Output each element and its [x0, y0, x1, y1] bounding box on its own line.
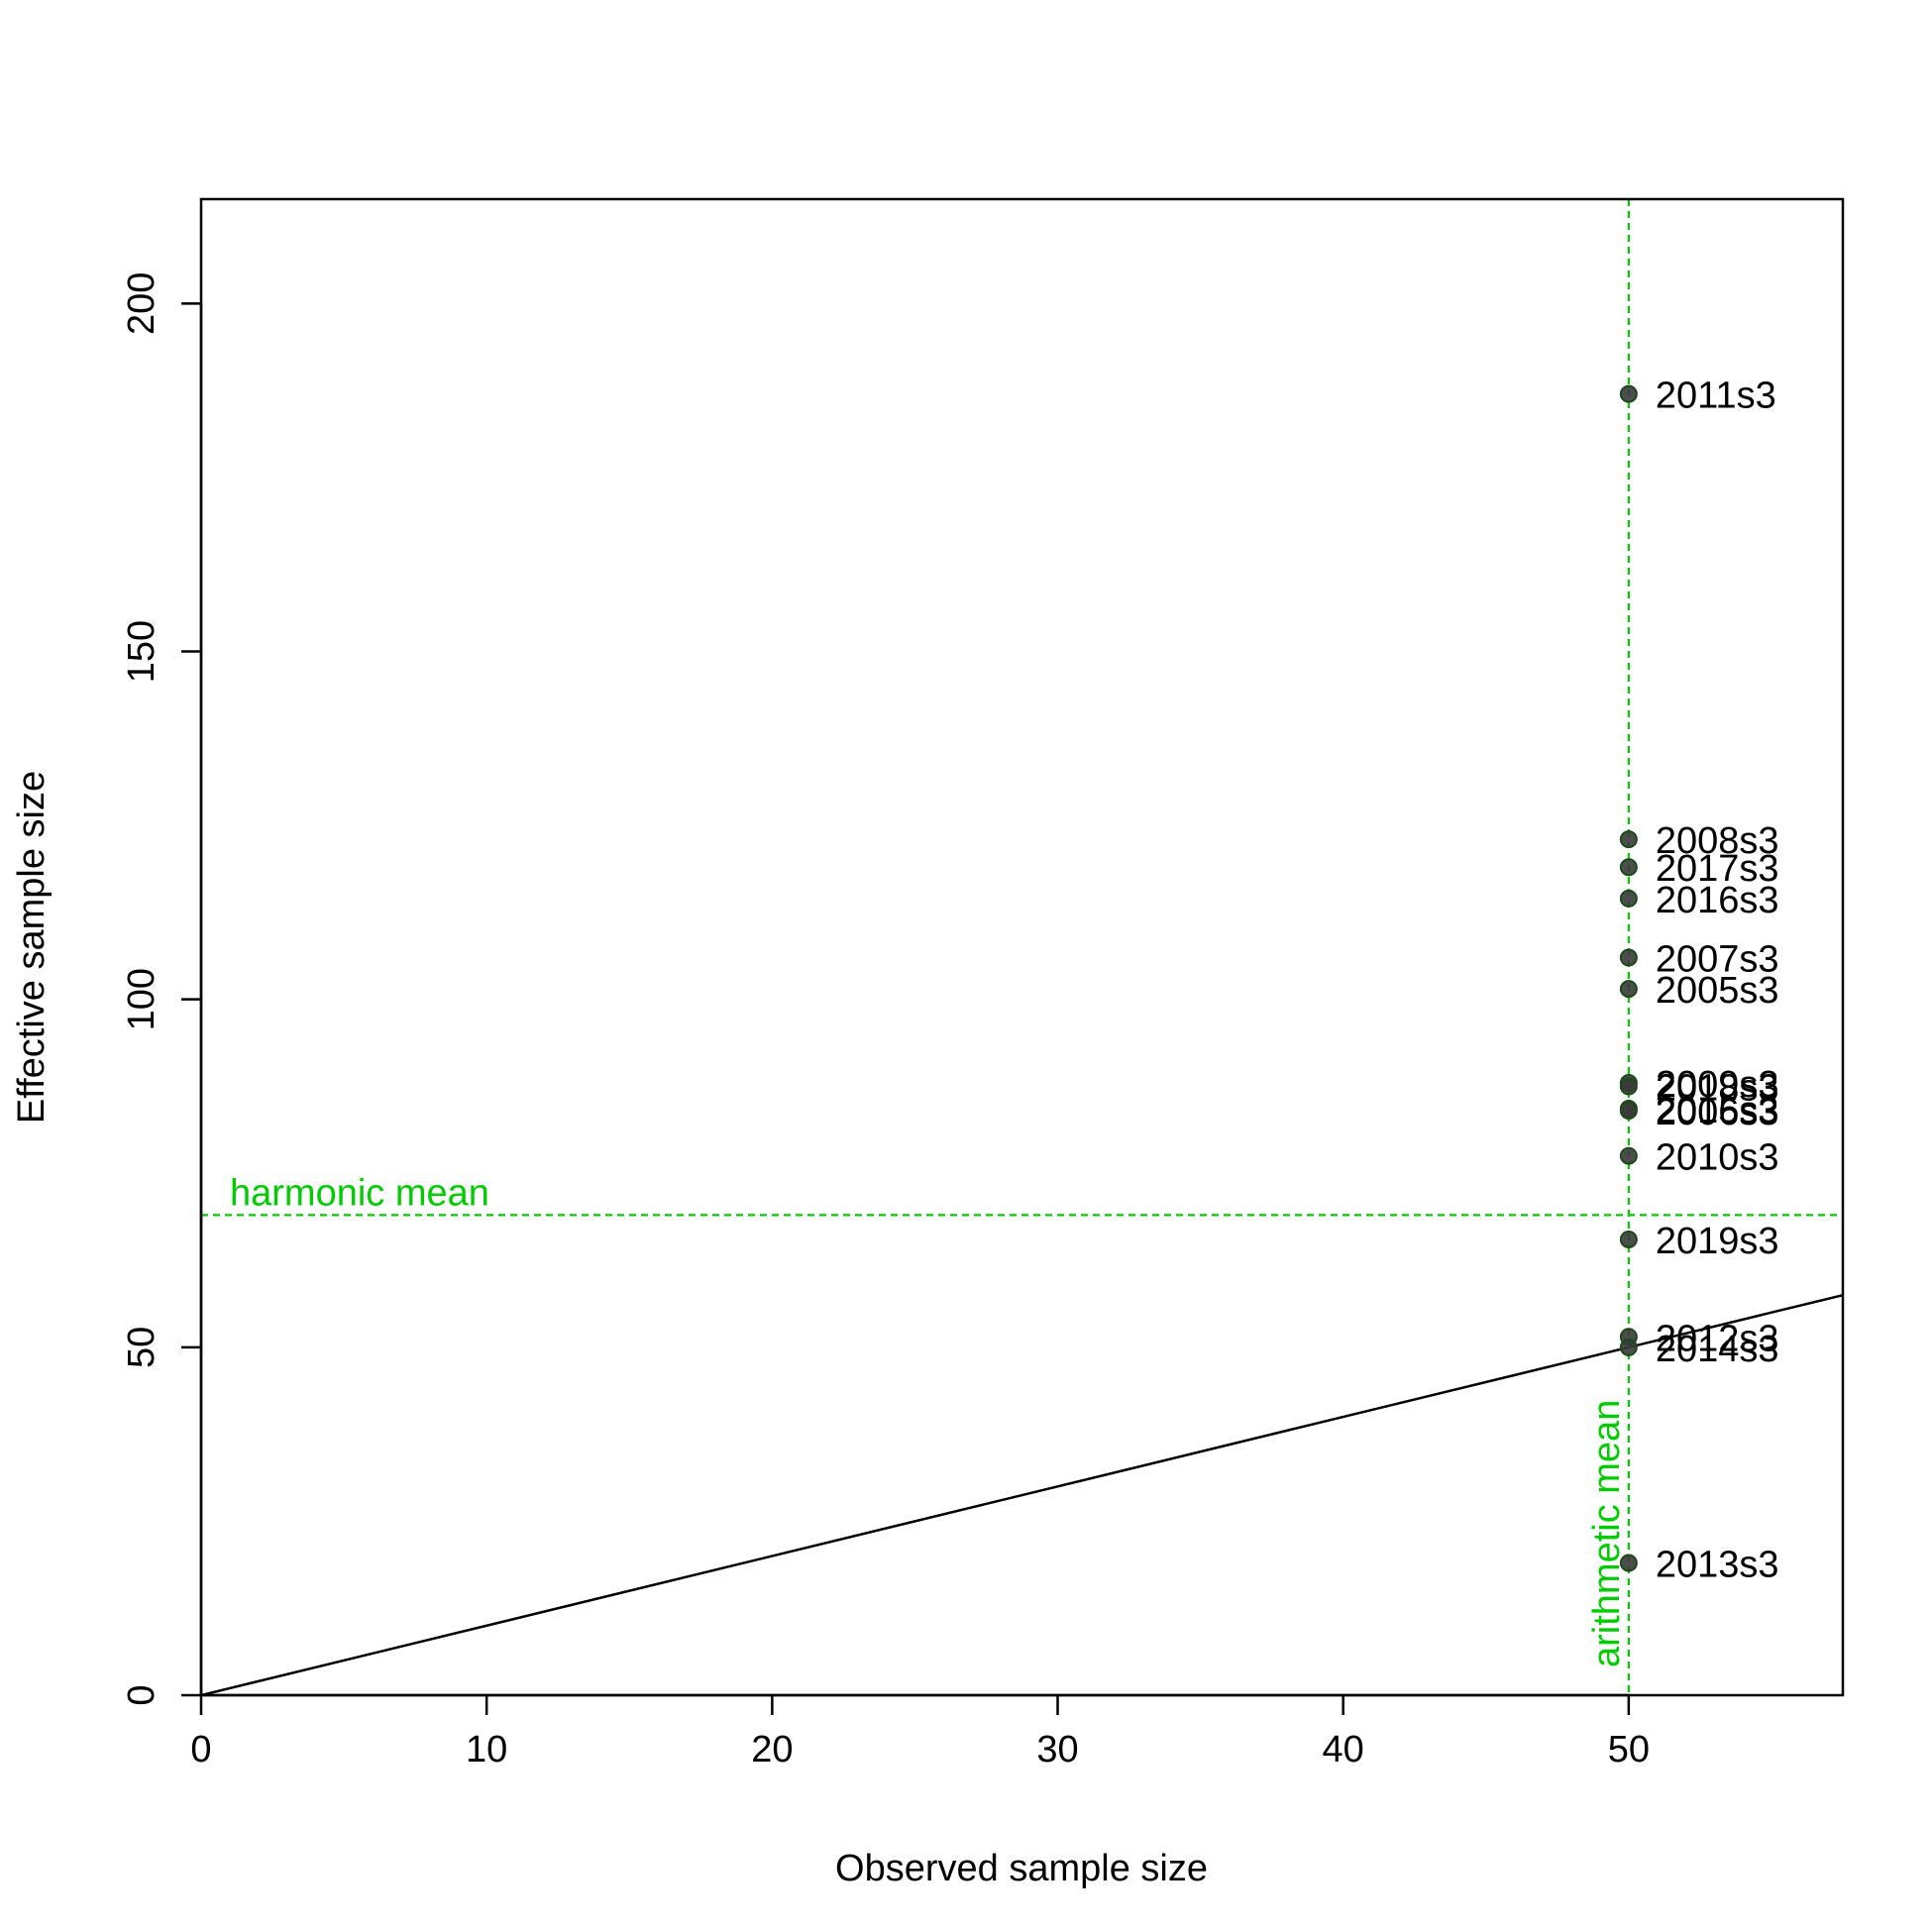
point-label-2008s3: 2008s3 — [1656, 820, 1779, 862]
point-label-2014s3: 2014s3 — [1656, 1329, 1779, 1370]
point-label-2015s3: 2015s3 — [1656, 1090, 1779, 1131]
data-point-2013s3 — [1619, 1554, 1638, 1572]
point-label-2009s3: 2009s3 — [1656, 1064, 1779, 1106]
point-label-2011s3: 2011s3 — [1656, 376, 1776, 417]
point-label-2010s3: 2010s3 — [1656, 1137, 1779, 1179]
x-tick-label-0: 0 — [190, 1729, 211, 1771]
data-point-2010s3 — [1619, 1146, 1638, 1165]
y-tick-label-150: 150 — [121, 620, 162, 683]
y-tick-label-200: 200 — [121, 272, 162, 335]
data-point-2019s3 — [1619, 1230, 1638, 1248]
point-label-2005s3: 2005s3 — [1656, 970, 1779, 1012]
data-point-2016s3 — [1619, 889, 1638, 908]
x-tick-label-10: 10 — [466, 1729, 507, 1771]
data-point-2008s3 — [1619, 830, 1638, 849]
data-point-2006s3 — [1619, 1102, 1638, 1121]
arithmetic-mean-label: arithmetic mean — [1586, 1400, 1628, 1667]
point-label-2017s3: 2017s3 — [1656, 848, 1779, 890]
x-tick-label-20: 20 — [751, 1729, 793, 1771]
data-point-2011s3 — [1619, 384, 1638, 403]
point-label-2018s3: 2018s3 — [1656, 1067, 1779, 1109]
data-point-2018s3 — [1619, 1077, 1638, 1096]
y-tick-label-50: 50 — [121, 1327, 162, 1368]
y-axis: 0 50 100 150 200 — [121, 272, 203, 1706]
point-label-2016s3: 2016s3 — [1656, 880, 1779, 921]
data-point-2017s3 — [1619, 858, 1638, 877]
x-tick-label-50: 50 — [1608, 1729, 1650, 1771]
x-axis: 0 10 20 30 40 50 — [190, 1693, 1650, 1771]
point-label-2006s3: 2006s3 — [1656, 1092, 1779, 1133]
harmonic-mean-label: harmonic mean — [230, 1172, 489, 1214]
y-axis-label: Effective sample size — [11, 771, 53, 1124]
y-tick-label-100: 100 — [121, 968, 162, 1030]
x-axis-label: Observed sample size — [835, 1848, 1208, 1889]
x-tick-label-40: 40 — [1323, 1729, 1364, 1771]
data-point-2007s3 — [1619, 948, 1638, 967]
point-label-2007s3: 2007s3 — [1656, 939, 1779, 981]
point-label-2012s3: 2012s3 — [1656, 1318, 1779, 1359]
y-tick-label-0: 0 — [121, 1684, 162, 1705]
point-label-2013s3: 2013s3 — [1656, 1545, 1779, 1586]
point-label-2019s3: 2019s3 — [1656, 1221, 1779, 1262]
data-point-2014s3 — [1619, 1338, 1638, 1356]
identity-line — [201, 1293, 1843, 1695]
data-point-2005s3 — [1619, 980, 1638, 999]
x-tick-label-30: 30 — [1036, 1729, 1078, 1771]
plot-content — [201, 199, 1843, 1695]
